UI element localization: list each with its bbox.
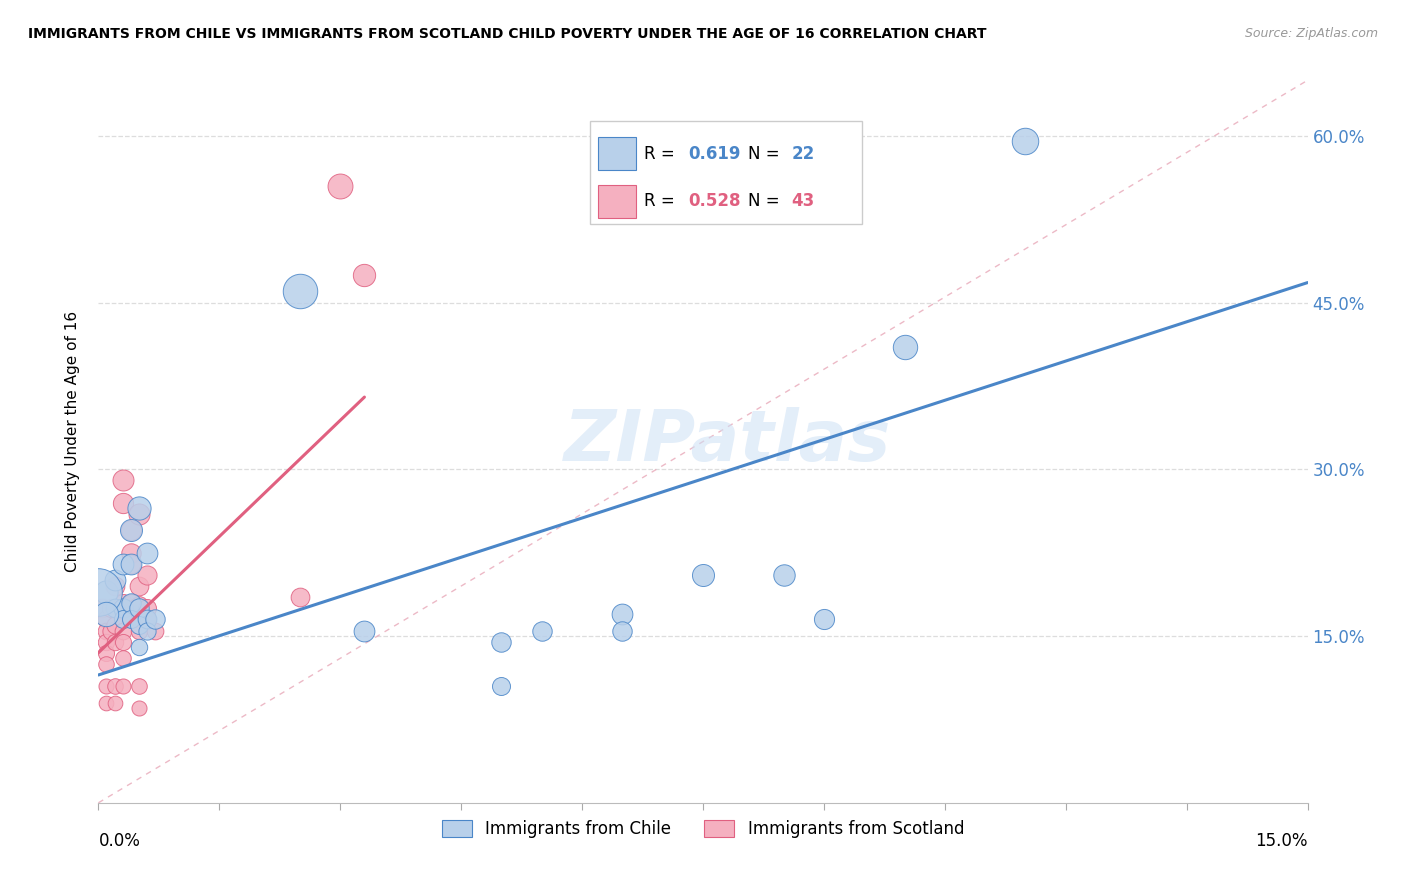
- Point: [135, 624, 157, 638]
- Point: [120, 524, 142, 538]
- Text: IMMIGRANTS FROM CHILE VS IMMIGRANTS FROM SCOTLAND CHILD POVERTY UNDER THE AGE OF: IMMIGRANTS FROM CHILE VS IMMIGRANTS FROM…: [28, 27, 987, 41]
- Point: [491, 634, 513, 648]
- Point: [96, 696, 118, 710]
- Point: [111, 601, 134, 615]
- Point: [120, 557, 142, 571]
- Point: [135, 546, 157, 560]
- Legend: Immigrants from Chile, Immigrants from Scotland: Immigrants from Chile, Immigrants from S…: [434, 814, 972, 845]
- Point: [1014, 135, 1036, 149]
- Point: [91, 601, 114, 615]
- Point: [111, 474, 134, 488]
- Point: [128, 579, 150, 593]
- Point: [111, 624, 134, 638]
- Point: [128, 640, 150, 655]
- Point: [135, 568, 157, 582]
- Text: 15.0%: 15.0%: [1256, 831, 1308, 850]
- Text: 22: 22: [792, 145, 814, 162]
- Text: N =: N =: [748, 145, 785, 162]
- Point: [96, 634, 118, 648]
- Text: 0.0%: 0.0%: [98, 831, 141, 850]
- Text: 43: 43: [792, 192, 814, 211]
- Point: [120, 557, 142, 571]
- Point: [128, 601, 150, 615]
- Point: [103, 601, 125, 615]
- Point: [288, 285, 311, 299]
- Point: [813, 612, 835, 626]
- Point: [530, 624, 553, 638]
- Text: R =: R =: [644, 145, 681, 162]
- Point: [135, 612, 157, 626]
- FancyBboxPatch shape: [598, 137, 636, 170]
- Point: [135, 601, 157, 615]
- Point: [111, 496, 134, 510]
- Point: [612, 607, 634, 621]
- Text: ZIPatlas: ZIPatlas: [564, 407, 891, 476]
- Point: [96, 657, 118, 671]
- Point: [120, 596, 142, 610]
- Point: [135, 612, 157, 626]
- Point: [103, 634, 125, 648]
- Text: 0.619: 0.619: [688, 145, 741, 162]
- FancyBboxPatch shape: [598, 185, 636, 218]
- Point: [111, 679, 134, 693]
- Point: [111, 557, 134, 571]
- Point: [288, 590, 311, 604]
- Point: [96, 612, 118, 626]
- Point: [96, 584, 118, 599]
- Y-axis label: Child Poverty Under the Age of 16: Child Poverty Under the Age of 16: [65, 311, 80, 572]
- Point: [100, 624, 122, 638]
- Text: N =: N =: [748, 192, 785, 211]
- Point: [103, 618, 125, 632]
- Point: [128, 701, 150, 715]
- Point: [893, 340, 915, 354]
- Point: [128, 501, 150, 516]
- Point: [143, 624, 166, 638]
- Point: [353, 624, 375, 638]
- Point: [120, 612, 142, 626]
- Point: [111, 612, 134, 626]
- Point: [128, 618, 150, 632]
- Text: R =: R =: [644, 192, 681, 211]
- Point: [120, 524, 142, 538]
- Point: [103, 696, 125, 710]
- Point: [96, 607, 118, 621]
- Point: [111, 634, 134, 648]
- Point: [128, 598, 150, 612]
- Point: [103, 679, 125, 693]
- Text: 0.528: 0.528: [688, 192, 741, 211]
- Point: [96, 646, 118, 660]
- Point: [120, 596, 142, 610]
- Point: [128, 507, 150, 521]
- Point: [692, 568, 714, 582]
- Point: [96, 679, 118, 693]
- Point: [120, 546, 142, 560]
- FancyBboxPatch shape: [591, 120, 862, 224]
- Point: [143, 612, 166, 626]
- Point: [612, 624, 634, 638]
- Point: [100, 601, 122, 615]
- Point: [111, 596, 134, 610]
- Point: [491, 679, 513, 693]
- Point: [96, 624, 118, 638]
- Point: [128, 679, 150, 693]
- Point: [103, 574, 125, 588]
- Text: Source: ZipAtlas.com: Source: ZipAtlas.com: [1244, 27, 1378, 40]
- Point: [772, 568, 794, 582]
- Point: [120, 612, 142, 626]
- Point: [128, 612, 150, 626]
- Point: [103, 601, 125, 615]
- Point: [353, 268, 375, 282]
- Point: [128, 624, 150, 638]
- Point: [103, 579, 125, 593]
- Point: [87, 584, 110, 599]
- Point: [329, 178, 352, 193]
- Point: [111, 651, 134, 665]
- Point: [111, 612, 134, 626]
